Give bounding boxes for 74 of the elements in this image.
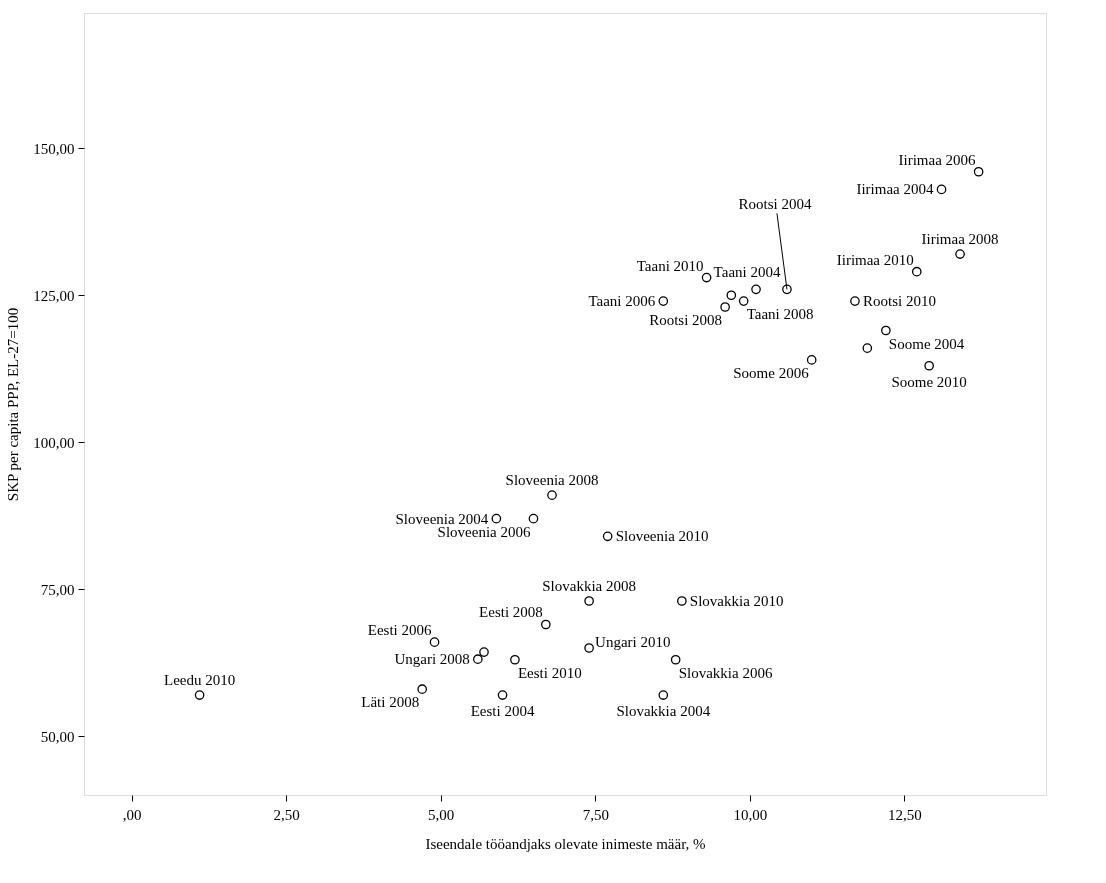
annotation: Eesti 2010 [517, 664, 582, 681]
y-tick-label: 125,00 [33, 287, 75, 304]
point [491, 513, 502, 524]
x-tick-label: ,00 [122, 806, 142, 823]
point [541, 619, 551, 630]
annotation: Soome 2004 [888, 335, 965, 352]
x-tick-label: 7,50 [582, 806, 609, 823]
annotation: Iirimaa 2004 [856, 181, 935, 198]
point [479, 647, 489, 657]
point [528, 513, 539, 524]
x-tick-label: 12,50 [888, 806, 922, 823]
point [911, 266, 922, 277]
x-tick-label: 2,50 [273, 806, 300, 823]
point [497, 690, 508, 700]
annotation: Sloveenia 2008 [505, 472, 599, 489]
point [670, 654, 681, 665]
annotation: Rootsi 2010 [862, 293, 936, 310]
point [924, 360, 934, 371]
annotation: Eesti 2008 [479, 604, 543, 621]
point [472, 654, 483, 664]
point [510, 654, 520, 665]
point [782, 284, 792, 295]
point [720, 302, 730, 312]
point [806, 355, 817, 365]
annotation: Taani 2010 [636, 257, 704, 274]
annotation: Soome 2006 [733, 364, 810, 381]
annotation: Slovakkia 2010 [689, 592, 784, 609]
annotation: Taani 2004 [713, 264, 781, 281]
point [751, 284, 761, 295]
annotation: Slovakkia 2006 [678, 664, 773, 681]
point [738, 296, 749, 306]
point [701, 272, 712, 283]
y-tick-label: 50,00 [40, 728, 75, 745]
y-axis-title: SKP per capita PPP, EL-27=100 [5, 307, 22, 502]
point [862, 343, 873, 353]
point [881, 325, 891, 336]
point [429, 637, 440, 647]
point [726, 290, 737, 301]
annotation: Rootsi 2008 [649, 311, 723, 328]
point [417, 684, 428, 694]
annotation: Iirimaa 2006 [898, 151, 977, 168]
annotation: Iirimaa 2010 [836, 251, 914, 268]
y-tick-label: 150,00 [33, 140, 75, 157]
point [584, 643, 594, 653]
point [658, 296, 669, 306]
annotation: Taani 2008 [746, 306, 814, 323]
point [936, 184, 947, 195]
x-tick-label: 10,00 [733, 806, 768, 823]
annotation: Ungari 2008 [394, 651, 470, 668]
annotation: Iirimaa 2008 [921, 231, 999, 248]
annotation: Läti 2008 [361, 694, 420, 711]
annotation: Ungari 2010 [595, 634, 671, 651]
point [584, 596, 594, 606]
annotation: Sloveenia 2010 [615, 528, 709, 545]
point [973, 166, 984, 177]
x-tick-label: 5,00 [428, 806, 455, 823]
point [955, 249, 965, 259]
y-tick-label: 100,00 [33, 434, 75, 451]
point [547, 490, 557, 500]
annotation: Eesti 2004 [470, 703, 535, 720]
point [850, 296, 860, 306]
annotation: Soome 2010 [891, 373, 967, 390]
point [602, 531, 613, 542]
annotation: Taani 2006 [588, 293, 656, 310]
annotation: Eesti 2006 [367, 622, 433, 639]
point [677, 596, 687, 606]
y-tick-label: 75,00 [40, 581, 75, 598]
x-axis-title: Iseendale tööandjaks olevate inimeste määr, % [425, 835, 706, 852]
annotation: Rootsi 2004 [738, 196, 812, 213]
annotation: Leedu 2010 [164, 672, 236, 689]
annotation: Slovakkia 2008 [542, 577, 636, 594]
annotation: Slovakkia 2004 [616, 703, 711, 720]
point [658, 690, 669, 700]
point [194, 690, 205, 700]
